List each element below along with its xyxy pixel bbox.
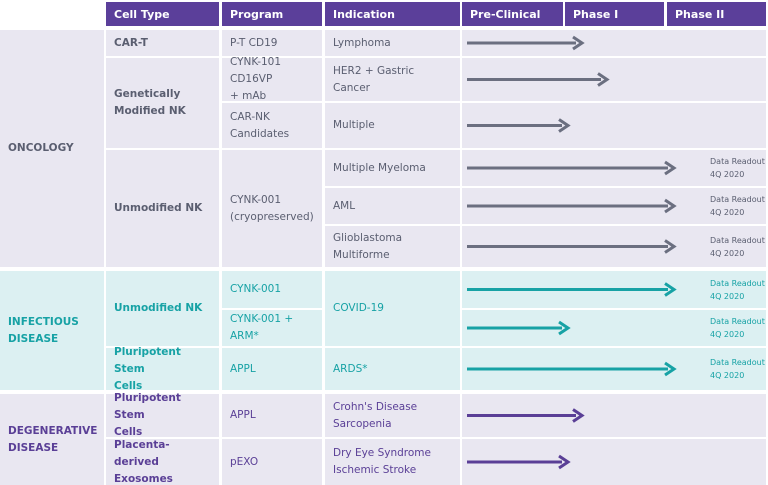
program: CAR-NK Candidates <box>222 103 322 148</box>
program: CYNK-001 <box>222 271 322 308</box>
progress-arrow <box>467 454 571 470</box>
indication: Crohn's Disease Sarcopenia <box>325 394 460 437</box>
milestone-note: Data Readout 4Q 2020 <box>710 358 765 380</box>
progress-arrow <box>467 361 677 377</box>
progress-arrow <box>467 239 677 254</box>
indication: Multiple <box>325 103 460 148</box>
progress-arrow <box>467 118 571 133</box>
indication: Glioblastoma Multiforme <box>325 226 460 267</box>
header-cell: Program <box>222 2 322 26</box>
cell-type: Pluripotent Stem Cells <box>106 346 219 392</box>
cell-type: CAR-T <box>106 30 219 56</box>
cell-type: Pluripotent Stem Cells <box>106 392 219 438</box>
indication: ARDS* <box>325 348 460 390</box>
progress-arrow <box>467 320 571 336</box>
area-label: DEGENERATIVE DISEASE <box>0 394 104 485</box>
milestone-note: Data Readout 4Q 2020 <box>710 317 765 339</box>
area-label: ONCOLOGY <box>0 30 104 267</box>
milestone-note: Data Readout 4Q 2020 <box>710 235 765 258</box>
header-cell: Indication <box>325 2 460 26</box>
indication: Dry Eye Syndrome Ischemic Stroke <box>325 439 460 485</box>
cell-type: Unmodified NK <box>106 150 219 267</box>
indication: Lymphoma <box>325 30 460 56</box>
milestone-note: Data Readout 4Q 2020 <box>710 157 765 179</box>
indication: AML <box>325 188 460 224</box>
indication: COVID-19 <box>325 271 460 346</box>
progress-arrow <box>467 72 610 87</box>
progress-arrow <box>467 35 585 51</box>
progress-arrow <box>467 198 677 214</box>
milestone-note: Data Readout 4Q 2020 <box>710 195 765 217</box>
indication: Multiple Myeloma <box>325 150 460 186</box>
header-cell: Phase II <box>667 2 766 26</box>
cell-type: Unmodified NK <box>106 271 219 346</box>
program: P-T CD19 <box>222 30 322 56</box>
program: APPL <box>222 348 322 390</box>
cell-type: Placenta-derived Exosomes <box>106 439 219 485</box>
indication: HER2 + Gastric Cancer <box>325 58 460 101</box>
header-cell: Pre-Clinical <box>462 2 563 26</box>
header-cell: Phase I <box>565 2 664 26</box>
progress-arrow <box>467 408 585 423</box>
progress-arrow <box>467 282 677 297</box>
program: CYNK-001 (cryopreserved) <box>222 150 322 267</box>
area-label: INFECTIOUS DISEASE <box>0 271 104 390</box>
progress-arrow <box>467 160 677 176</box>
cell-type: Genetically Modified NK <box>106 58 219 148</box>
header-cell: Cell Type <box>106 2 219 26</box>
milestone-note: Data Readout 4Q 2020 <box>710 278 765 301</box>
program: CYNK-001 + ARM* <box>222 310 322 346</box>
program: CYNK-101 CD16VP + mAb <box>222 56 322 102</box>
program: APPL <box>222 394 322 437</box>
program: pEXO <box>222 439 322 485</box>
